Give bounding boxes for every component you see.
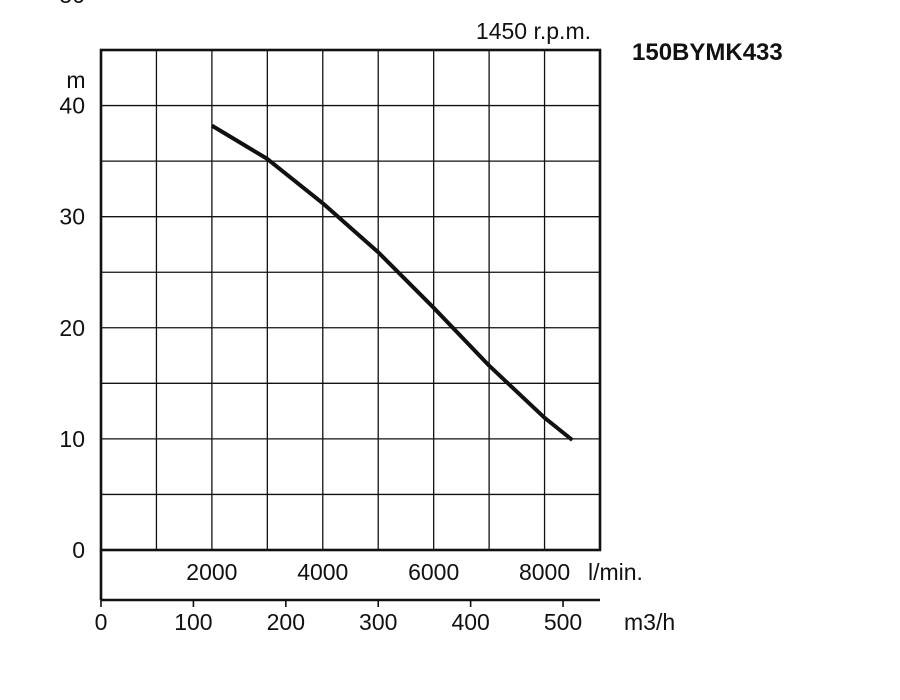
x-m3h-tick-label: 300 [359,609,397,635]
x-m3h-tick-label: 0 [95,609,108,635]
axis-labels: 50 m 1450 r.p.m. 150BYMK433 l/min. m3/h … [59,0,782,635]
x-m3h-tick-label: 100 [174,609,212,635]
speed-label: 1450 r.p.m. [476,18,591,44]
y-tick-label: 30 [59,204,85,230]
x-m3h-tick-label: 200 [267,609,305,635]
x-m3h-unit-label: m3/h [624,609,675,635]
y-axis-unit-label: m [66,67,85,93]
y-tick-label: 10 [59,426,85,452]
grid-lines [101,50,600,550]
performance-curve-layer [210,123,574,442]
head-flow-curve [210,123,574,442]
plot-border [99,48,602,552]
x-lpm-tick-label: 8000 [519,559,570,585]
x-lpm-tick-label: 6000 [408,559,459,585]
plot-frame [99,48,602,607]
x-lpm-tick-label: 2000 [186,559,237,585]
y-tick-label: 20 [59,315,85,341]
y-tick-label: 40 [59,93,85,119]
x-m3h-tick-label: 500 [544,609,582,635]
chart-title: 150BYMK433 [632,39,783,66]
x-lpm-tick-label: 4000 [297,559,348,585]
y-top-cut-tick: 50 [59,0,85,8]
x-lpm-unit-label: l/min. [588,559,643,585]
y-tick-label: 0 [72,537,85,563]
x-m3h-tick-label: 400 [451,609,489,635]
